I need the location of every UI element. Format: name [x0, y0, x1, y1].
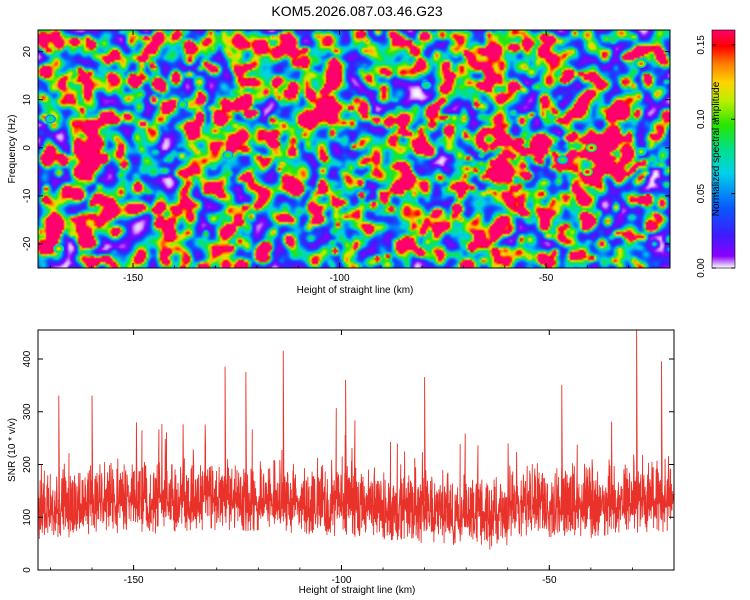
snr-plot-area — [38, 330, 674, 550]
colorbar-gradient — [712, 30, 735, 268]
spectrogram-peak-ring — [180, 103, 185, 106]
spectrogram-peak-ring — [56, 247, 61, 251]
snr-x-ticks: -150 -100 -50 — [50, 330, 633, 586]
snr-x-tick-label: -150 — [124, 575, 144, 586]
snr-series-line — [38, 330, 674, 550]
spectrogram-peak-ring — [560, 158, 565, 162]
spectrogram-y-tick-label: 10 — [22, 94, 33, 106]
spectrogram-peak — [420, 80, 432, 90]
spectrogram-peak — [581, 167, 593, 177]
spectrogram-y-tick-label: -10 — [22, 188, 33, 203]
spectrogram-x-tick-label: -150 — [123, 273, 143, 284]
spectrogram-y-tick-label: -20 — [22, 236, 33, 251]
snr-y-tick-label: 300 — [22, 403, 33, 420]
snr-y-tick-label: 200 — [22, 456, 33, 473]
spectrogram-peak — [222, 150, 234, 160]
spectrogram-peak — [177, 100, 189, 109]
snr-y-ticks: 0 100 200 300 400 — [22, 350, 674, 573]
spectrogram-x-ticks: -150 -100 -50 — [49, 30, 671, 284]
spectrogram-peak-ring — [424, 83, 429, 87]
spectrogram-peak-ring — [639, 150, 643, 154]
spectrogram-x-tick-label: -100 — [330, 273, 350, 284]
snr-y-tick-label: 0 — [22, 567, 33, 573]
spectrogram-peak — [635, 147, 647, 157]
spectrogram-y-tick-label: 20 — [22, 46, 33, 58]
colorbar-tick-label: 0.10 — [696, 109, 707, 129]
colorbar-tick-label: 0.00 — [696, 258, 707, 278]
snr-x-label: Height of straight line (km) — [299, 585, 416, 596]
colorbar-tick-label: 0.05 — [696, 183, 707, 203]
spectrogram-frame — [37, 29, 671, 269]
spectrogram-peak — [44, 114, 56, 124]
colorbar-label: Normalized spectral amplitude — [711, 81, 722, 216]
spectrogram-x-label: Height of straight line (km) — [297, 285, 414, 296]
snr-x-tick-label: -100 — [331, 575, 351, 586]
snr-y-tick-label: 400 — [22, 350, 33, 367]
spectrogram-y-label: Frequency (Hz) — [7, 115, 18, 184]
spectrogram-peak-ring — [48, 117, 53, 121]
spectrogram-y-tick-label: 0 — [22, 145, 33, 151]
colorbar-frame — [711, 29, 736, 269]
spectrogram-peak — [53, 244, 65, 254]
spectrogram-peak — [586, 143, 598, 153]
spectrogram-y-ticks: -20 -10 0 10 20 — [22, 46, 670, 251]
snr-y-tick-label: 100 — [22, 508, 33, 525]
spectrogram-peak-ring — [226, 153, 230, 157]
spectrogram-peak — [635, 59, 647, 69]
spectrogram-peak-ring — [639, 62, 643, 66]
spectrogram-heatmap — [38, 30, 670, 268]
spectrogram-peak-ring — [585, 170, 590, 174]
spectrogram-peak — [557, 155, 569, 165]
figure-title: KOM5.2026.087.03.46.G23 — [271, 3, 442, 19]
snr-y-label: SNR (10 * v/v) — [7, 418, 18, 482]
snr-frame — [37, 329, 675, 571]
colorbar-ticks: 0.00 0.05 0.10 0.15 — [696, 35, 735, 278]
snr-x-tick-label: -50 — [542, 575, 557, 586]
spectrogram-x-tick-label: -50 — [539, 273, 554, 284]
colorbar-tick-label: 0.15 — [696, 35, 707, 55]
snr-panel: -150 -100 -50 0 100 200 300 400 Height of stra… — [7, 329, 675, 596]
spectrogram-peak-ring — [589, 146, 594, 150]
spectrogram-peaks — [44, 59, 647, 254]
colorbar: 0.00 0.05 0.10 0.15 Normalized spectral amp… — [696, 29, 736, 278]
